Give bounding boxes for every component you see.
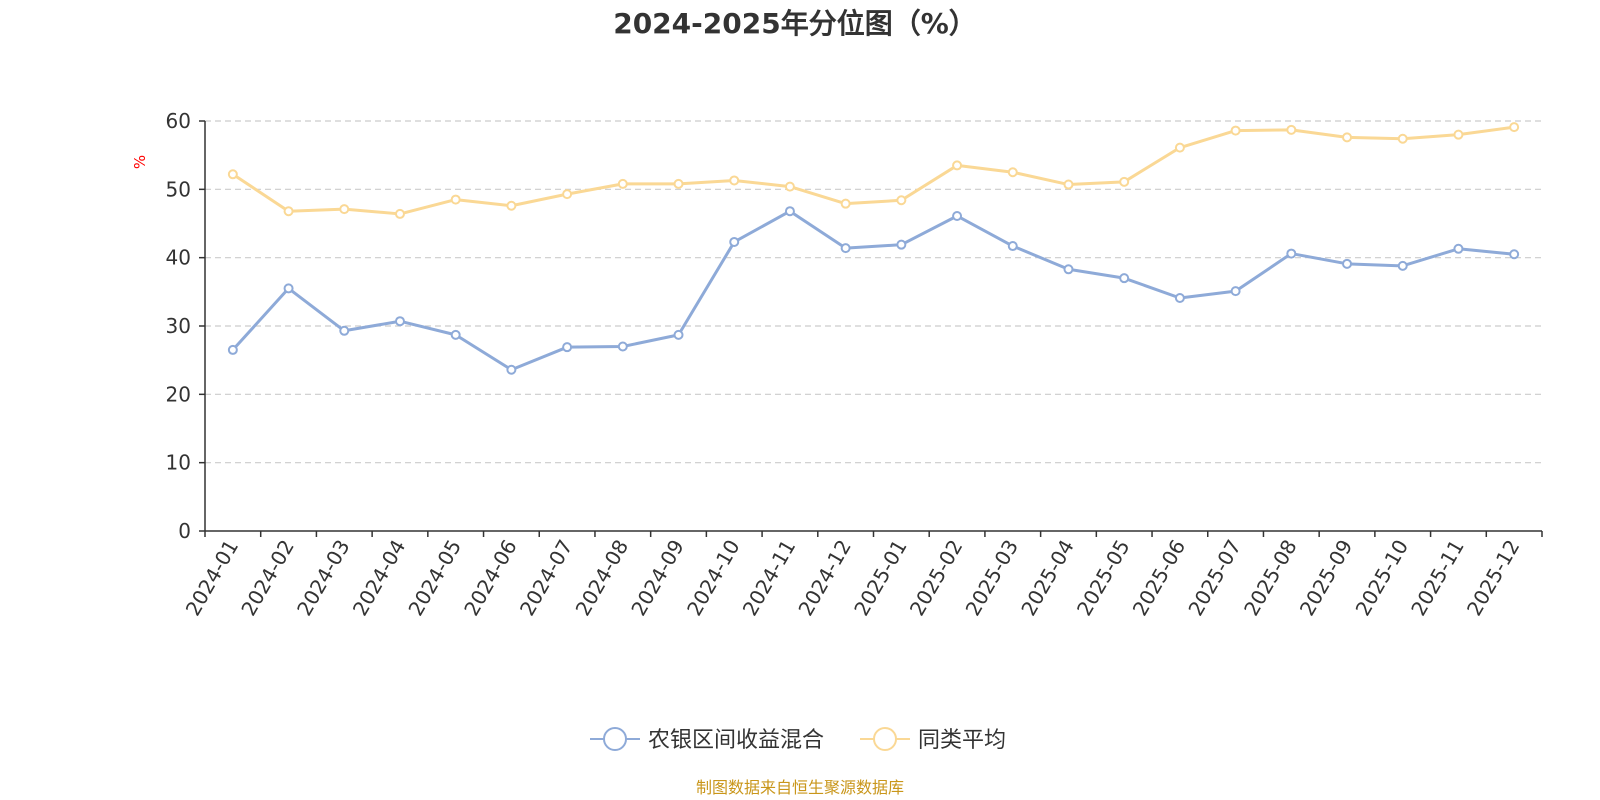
data-point: [1119, 273, 1130, 284]
y-tick-label: 60: [166, 109, 191, 133]
data-point: [1063, 264, 1074, 275]
legend-label: 同类平均: [918, 728, 1006, 753]
data-point: [1174, 292, 1185, 303]
data-point: [617, 341, 628, 352]
data-point: [784, 206, 795, 217]
y-tick-label: 0: [178, 519, 191, 543]
data-point: [952, 210, 963, 221]
legend[interactable]: 农银区间收益混合 同类平均: [590, 727, 1006, 753]
data-point: [1007, 241, 1018, 252]
series-line-1: [232, 125, 1515, 216]
x-tick-label: 2025-12: [1462, 536, 1525, 620]
source-note: 制图数据来自恒生聚源数据库: [696, 778, 904, 797]
data-point: [1286, 124, 1297, 135]
x-tick-label: 2024-11: [738, 536, 801, 620]
data-point: [1174, 142, 1185, 153]
data-point: [394, 208, 405, 219]
x-tick-label: 2025-07: [1183, 536, 1246, 620]
x-tick-label: 2024-03: [292, 536, 355, 620]
x-tick-label: 2024-05: [403, 536, 466, 620]
data-point: [673, 329, 684, 340]
axes: [199, 120, 1543, 537]
data-point: [1063, 179, 1074, 190]
x-tick-label: 2025-03: [961, 536, 1024, 620]
data-point: [450, 329, 461, 340]
legend-label: 农银区间收益混合: [648, 728, 824, 753]
series-line-0: [231, 209, 1515, 372]
data-point: [1119, 176, 1130, 187]
data-point: [339, 325, 350, 336]
data-point: [450, 194, 461, 205]
x-tick-label: 2024-09: [626, 536, 689, 620]
x-tick-label: 2024-07: [515, 536, 578, 620]
data-point: [506, 364, 517, 375]
data-point: [673, 178, 684, 189]
data-point: [339, 204, 350, 215]
x-tick-labels: 2024-012024-022024-032024-042024-052024-…: [181, 536, 1525, 620]
chart-title: 2024-2025年分位图（%）: [613, 7, 977, 40]
x-tick-label: 2024-02: [236, 536, 299, 620]
data-point: [784, 181, 795, 192]
x-tick-label: 2025-10: [1350, 536, 1413, 620]
y-tick-label: 50: [166, 177, 191, 201]
data-point: [1509, 122, 1520, 133]
data-point: [1397, 133, 1408, 144]
grid-lines: [205, 120, 1542, 464]
x-tick-label: 2025-06: [1128, 536, 1191, 620]
data-point: [227, 344, 238, 355]
data-point: [562, 189, 573, 200]
data-point: [1342, 258, 1353, 269]
x-tick-label: 2024-10: [682, 536, 745, 620]
y-tick-label: 30: [166, 314, 191, 338]
x-tick-label: 2024-06: [459, 536, 522, 620]
y-tick-label: 40: [166, 246, 191, 270]
legend-item-0[interactable]: 农银区间收益混合: [590, 727, 824, 753]
data-point: [952, 160, 963, 171]
data-point: [283, 206, 294, 217]
data-point: [729, 236, 740, 247]
x-tick-label: 2025-02: [905, 536, 968, 620]
data-point: [840, 243, 851, 254]
data-point: [506, 200, 517, 211]
data-point: [227, 169, 238, 180]
legend-marker-icon: [873, 727, 897, 751]
x-tick-label: 2025-08: [1239, 536, 1302, 620]
data-point: [283, 283, 294, 294]
legend-marker-icon: [603, 727, 627, 751]
x-tick-label: 2024-04: [348, 536, 411, 620]
y-tick-label: 20: [166, 382, 191, 406]
x-tick-label: 2024-12: [793, 536, 856, 620]
y-tick-labels: 0 10 20 30 40 50 60: [166, 109, 191, 543]
x-tick-label: 2025-11: [1406, 536, 1469, 620]
data-point: [896, 195, 907, 206]
series-lines: [227, 122, 1520, 375]
y-axis-label: %: [131, 155, 149, 169]
data-point: [1509, 249, 1520, 260]
data-point: [1453, 129, 1464, 140]
data-point: [896, 239, 907, 250]
data-point: [1397, 260, 1408, 271]
data-point: [1342, 132, 1353, 143]
data-point: [1230, 286, 1241, 297]
data-point: [840, 198, 851, 209]
data-point: [617, 178, 628, 189]
data-point: [1286, 248, 1297, 259]
x-tick-label: 2024-01: [181, 536, 244, 620]
data-point: [562, 342, 573, 353]
x-tick-label: 2025-01: [849, 536, 912, 620]
legend-item-1[interactable]: 同类平均: [860, 727, 1006, 753]
x-tick-label: 2024-08: [571, 536, 634, 620]
x-tick-label: 2025-05: [1072, 536, 1135, 620]
data-point: [1453, 243, 1464, 254]
data-point: [394, 316, 405, 327]
data-point: [1007, 167, 1018, 178]
x-tick-label: 2025-09: [1295, 536, 1358, 620]
y-tick-label: 10: [166, 451, 191, 475]
data-point: [1230, 125, 1241, 136]
data-point: [729, 175, 740, 186]
x-tick-label: 2025-04: [1016, 536, 1079, 620]
